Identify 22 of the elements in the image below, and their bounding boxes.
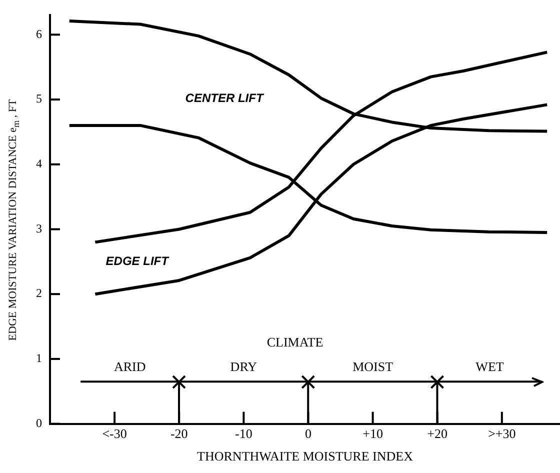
y-tick-label: 1: [36, 351, 42, 366]
x-tick-label: +10: [362, 426, 383, 442]
annotation: ARID: [114, 358, 146, 374]
x-tick-label: 0: [304, 426, 312, 442]
x-tick-label: <-30: [102, 426, 127, 442]
x-axis-title: THORNTHWAITE MOISTURE INDEX: [197, 448, 414, 464]
y-tick-label: 3: [36, 221, 42, 236]
y-tick-label: 0: [36, 416, 42, 430]
x-tick-label: -10: [235, 426, 252, 442]
annotation: DRY: [230, 358, 258, 374]
x-tick-label: -20: [170, 426, 188, 442]
y-tick-label: 6: [36, 26, 42, 41]
y-tick-label: 4: [36, 156, 42, 171]
y-tick-label: 2: [36, 286, 42, 300]
x-tick-label: +20: [427, 426, 448, 442]
series-label: EDGE LIFT: [102, 254, 172, 268]
text: CENTER LIFT: [182, 90, 266, 105]
annotation: CLIMATE: [266, 334, 324, 350]
x-tick-label: >+30: [488, 426, 516, 442]
annotation: MOIST: [352, 358, 394, 374]
y-tick-label: 5: [36, 92, 42, 106]
annotation: WET: [476, 358, 504, 374]
